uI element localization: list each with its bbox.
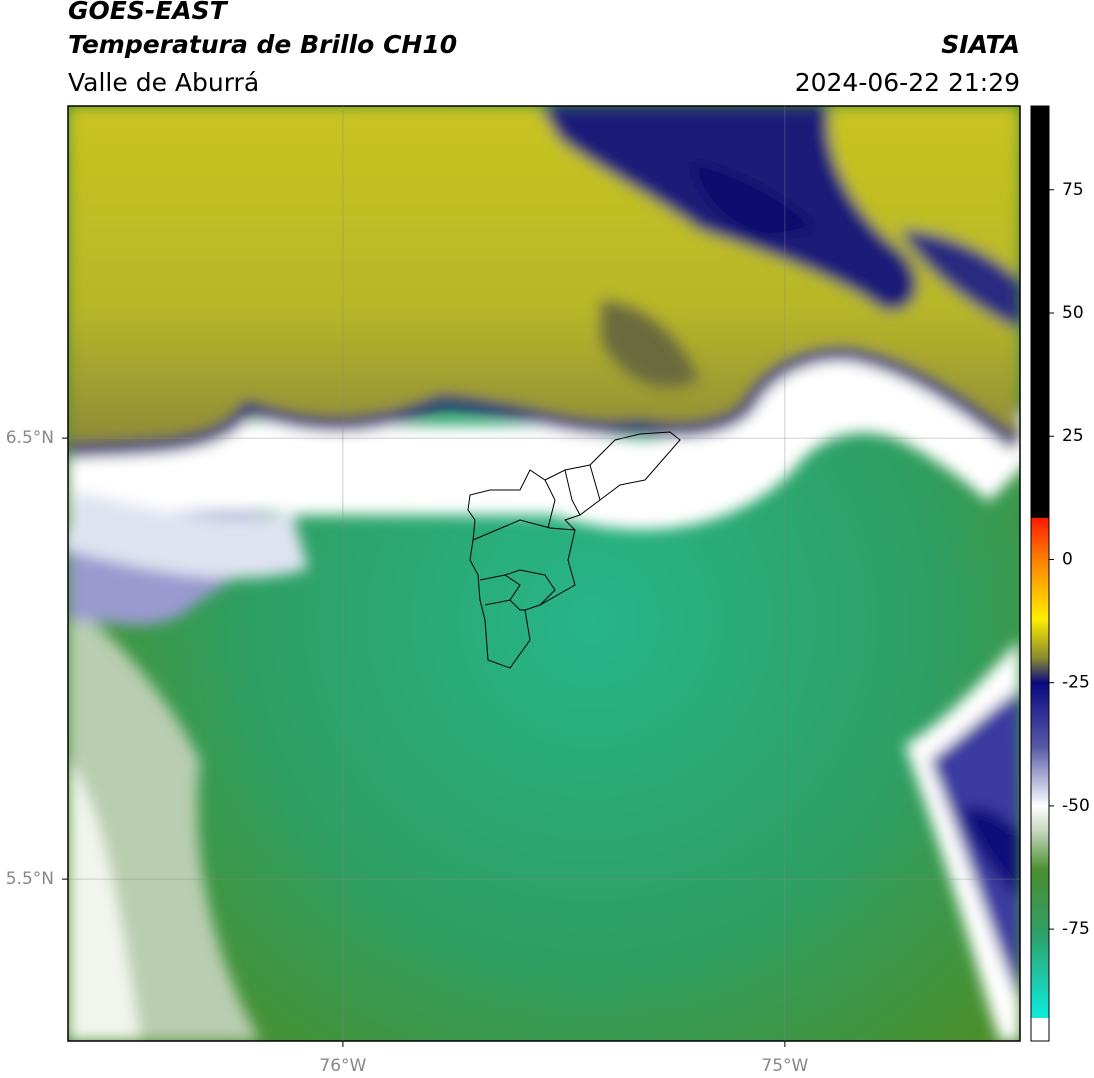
datetime: 2024-06-22 21:29: [795, 68, 1020, 97]
colorbar-label: 75: [1062, 180, 1084, 200]
source: SIATA: [941, 30, 1020, 59]
lon-label: 76°W: [319, 1056, 366, 1076]
colorbar: [1030, 105, 1050, 1042]
colorbar-label: 0: [1062, 549, 1073, 569]
satellite-image: [68, 106, 1020, 1041]
colorbar-label: 25: [1062, 426, 1084, 446]
municipal-boundaries: [467, 431, 681, 669]
title: GOES-EAST: [68, 0, 229, 25]
colorbar-label: -50: [1062, 796, 1090, 816]
colorbar-label: -75: [1062, 919, 1090, 939]
lat-label: 5.5°N: [6, 869, 54, 889]
map-frame: [67, 105, 1021, 1042]
lon-label: 75°W: [761, 1056, 808, 1076]
subtitle: Temperatura de Brillo CH10: [68, 30, 457, 59]
lat-label: 6.5°N: [6, 428, 54, 448]
colorbar-label: 50: [1062, 303, 1084, 323]
colorbar-label: -25: [1062, 673, 1090, 693]
region: Valle de Aburrá: [68, 68, 259, 97]
